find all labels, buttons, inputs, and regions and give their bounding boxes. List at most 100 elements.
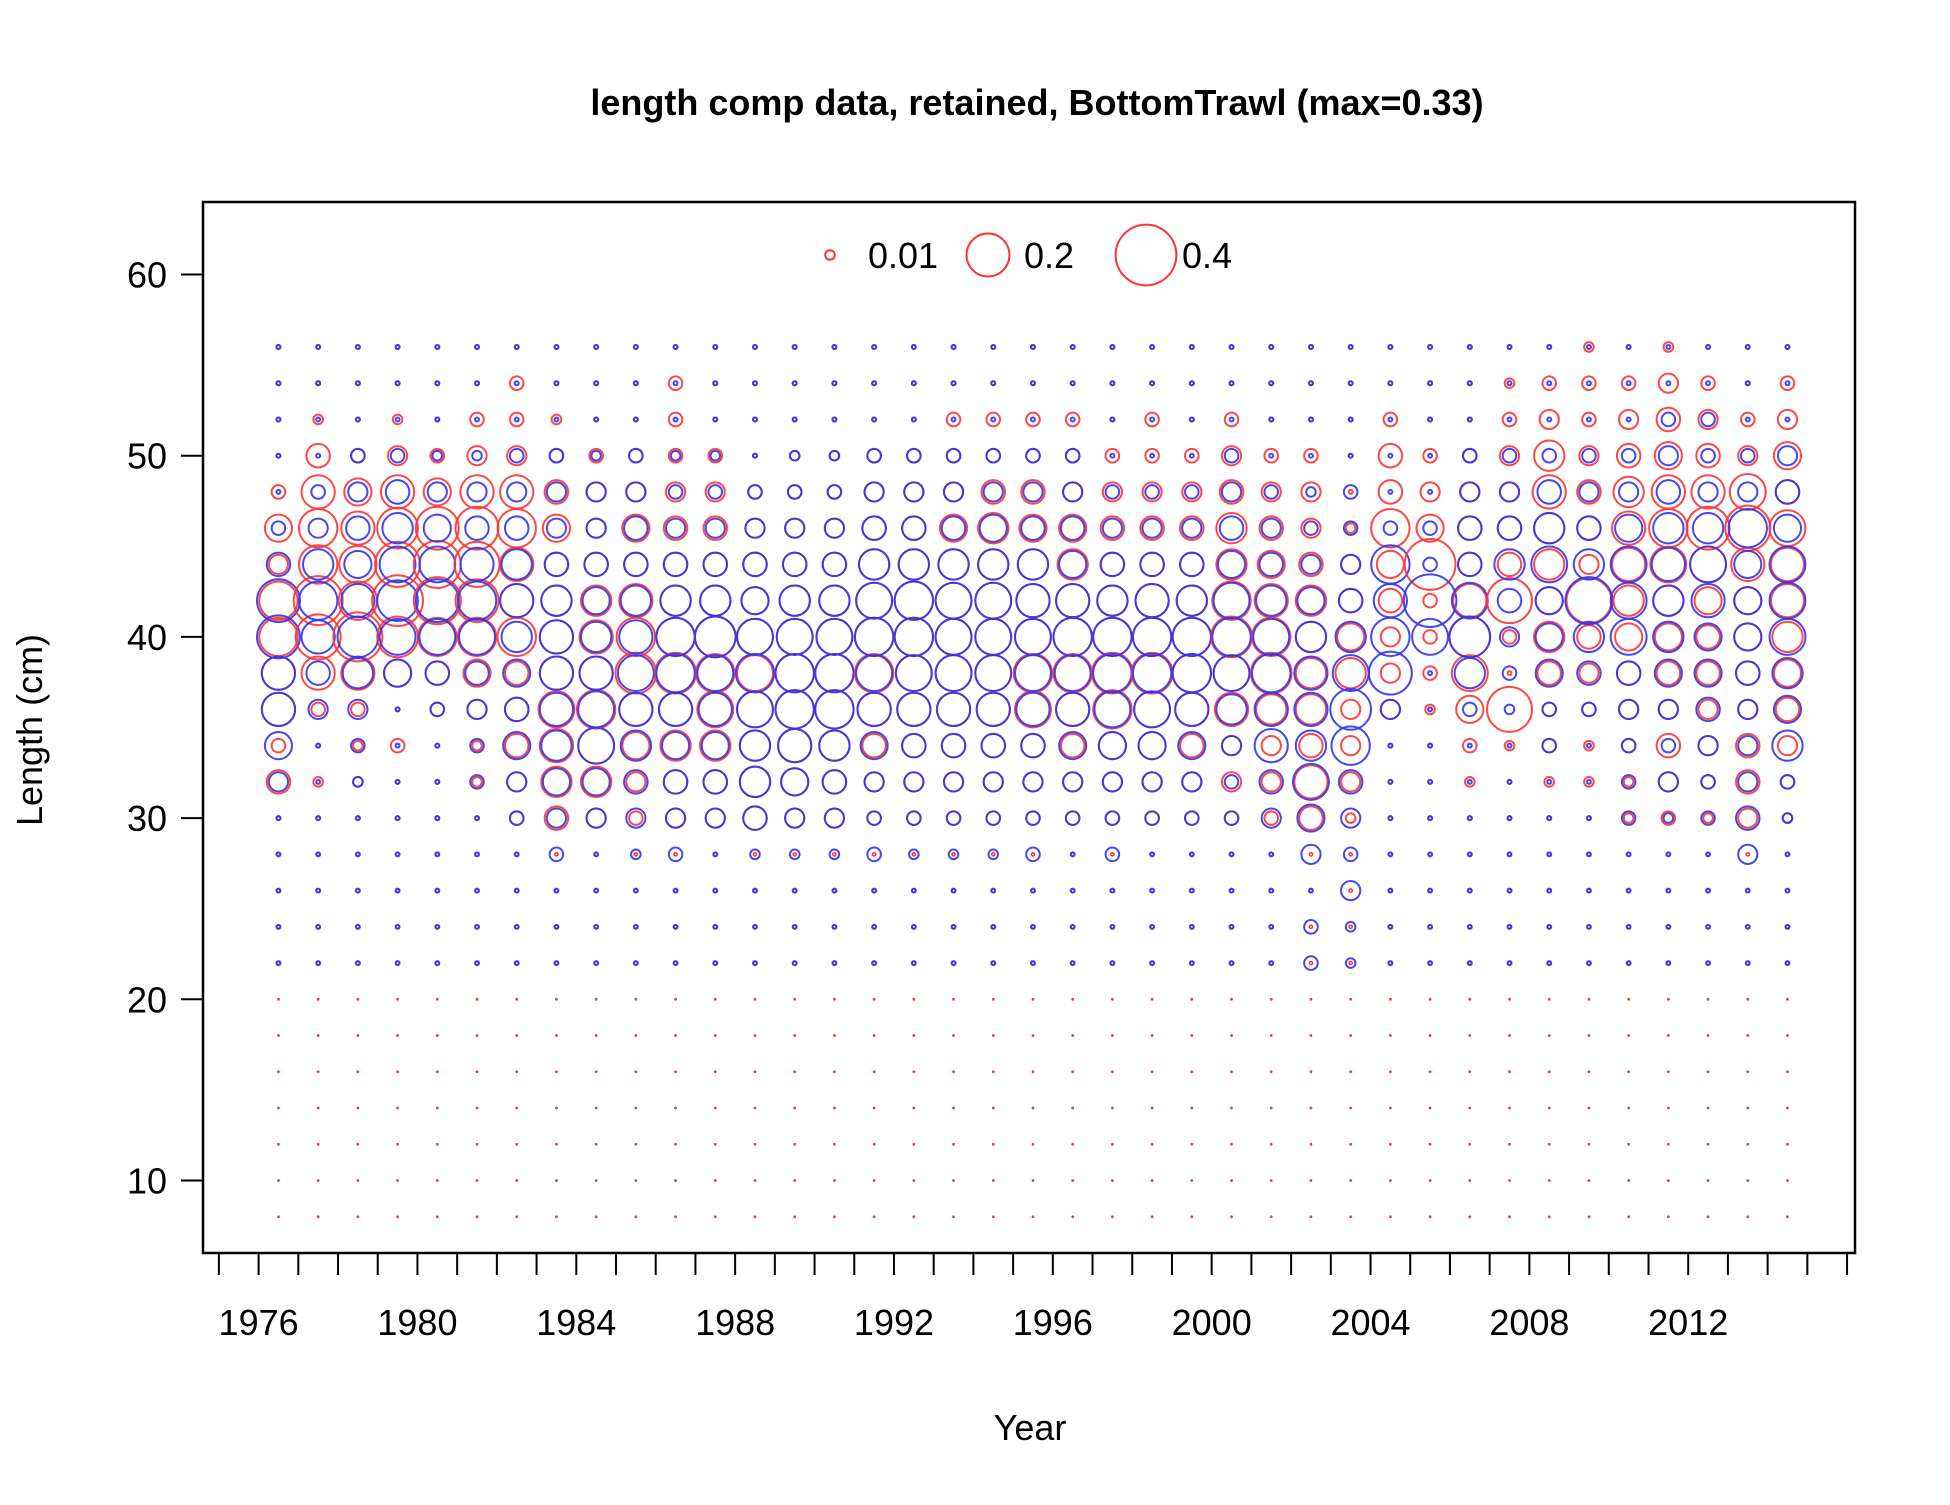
bubble-point [1547, 1215, 1551, 1219]
bubble-point [1666, 1215, 1670, 1219]
bubble-point [434, 343, 441, 350]
bubble-point [791, 887, 798, 894]
plot-frame [201, 200, 1857, 1255]
bubble-point [1175, 584, 1208, 617]
bubble-point [475, 1179, 479, 1182]
bubble-point [422, 513, 452, 543]
bubble-point [471, 776, 483, 788]
bubble-point [753, 1070, 757, 1074]
y-tick-label: 20 [127, 979, 167, 1020]
bubble-point [515, 1106, 519, 1110]
bubble-point [1387, 851, 1394, 858]
bubble-point [554, 851, 559, 857]
bubble-point [623, 551, 649, 578]
bubble-point [1427, 488, 1434, 495]
bubble-point [1387, 452, 1394, 459]
bubble-point [1029, 923, 1036, 930]
bubble-point [1705, 851, 1712, 858]
bubble-point [500, 548, 533, 581]
bubble-point [753, 997, 757, 1001]
bubble-point [1428, 1034, 1432, 1037]
bubble-point [1508, 1070, 1511, 1074]
bubble-point [672, 416, 679, 423]
bubble-point [793, 1034, 797, 1037]
bubble-point [553, 923, 560, 930]
bubble-point [553, 343, 560, 350]
bubble-point [625, 481, 647, 503]
bubble-point [1739, 447, 1756, 464]
bubble-point [1530, 545, 1569, 584]
bubble-point [1428, 1215, 1432, 1219]
bubble-point [1150, 997, 1154, 1001]
bubble-point [435, 1070, 439, 1074]
bubble-point [713, 1106, 717, 1110]
bubble-point [275, 851, 282, 858]
bubble-point [1096, 584, 1129, 617]
bubble-point [1331, 654, 1370, 693]
bubble-point [1627, 1179, 1631, 1182]
bubble-point [1181, 481, 1203, 503]
bubble-point [1188, 923, 1195, 930]
bubble-point [1547, 1142, 1551, 1146]
bubble-point [628, 810, 644, 826]
bubble-point [1149, 887, 1156, 894]
bubble-point [1309, 1215, 1313, 1219]
bubble-point [1733, 549, 1763, 579]
bubble-point [1468, 1142, 1472, 1146]
bubble-point [712, 960, 719, 967]
bubble-point [1581, 411, 1597, 428]
bubble-point [1031, 1106, 1035, 1110]
bubble-point [1650, 474, 1686, 510]
bubble-point [871, 343, 878, 350]
bubble-point [1772, 441, 1803, 471]
bubble-point [1092, 652, 1133, 694]
bubble-point [1427, 887, 1434, 894]
bubble-point [991, 1034, 995, 1037]
bubble-point [1547, 1106, 1551, 1110]
bubble-point [474, 887, 481, 894]
bubble-point [297, 544, 339, 585]
bubble-point [1585, 343, 1592, 350]
bubble-point [991, 1106, 995, 1110]
bubble-point [990, 380, 997, 387]
bubble-point [1768, 581, 1807, 620]
bubble-point [1269, 1034, 1273, 1037]
bubble-point [1534, 658, 1564, 688]
x-tick-label: 1988 [695, 1302, 775, 1343]
bubble-point [940, 732, 967, 759]
bubble-point [1665, 923, 1672, 930]
bubble-point [316, 1070, 320, 1074]
bubble-point [1347, 452, 1354, 459]
bubble-point [1506, 380, 1513, 387]
bubble-point [1496, 551, 1523, 578]
bubble-point [1493, 548, 1526, 581]
bubble-point [1109, 343, 1116, 350]
bubble-point [394, 742, 401, 749]
bubble-point [1587, 1106, 1591, 1110]
bubble-point [1251, 652, 1292, 694]
bubble-point [1308, 851, 1314, 857]
bubble-point [396, 1070, 399, 1074]
bubble-point [1737, 481, 1759, 503]
bubble-point [1587, 1142, 1591, 1146]
bubble-point [1300, 481, 1322, 503]
bubble-point [1071, 1034, 1075, 1037]
bubble-point [1706, 1142, 1710, 1146]
bubble-point [1776, 735, 1799, 757]
bubble-point [1666, 1142, 1670, 1146]
bubble-point [506, 445, 528, 467]
bubble-point [305, 442, 331, 469]
bubble-point [1298, 805, 1324, 831]
bubble-point [1139, 515, 1165, 541]
bubble-point [581, 767, 611, 797]
bubble-point [475, 1142, 479, 1146]
bubble-point [1737, 807, 1759, 829]
bubble-point [1583, 776, 1595, 788]
bubble-point [292, 575, 344, 627]
bubble-point [1609, 581, 1648, 620]
bubble-point [394, 778, 401, 785]
bubble-point [1450, 654, 1489, 693]
bubble-point [633, 851, 639, 857]
bubble-point [821, 551, 848, 578]
bubble-point [1615, 442, 1642, 469]
